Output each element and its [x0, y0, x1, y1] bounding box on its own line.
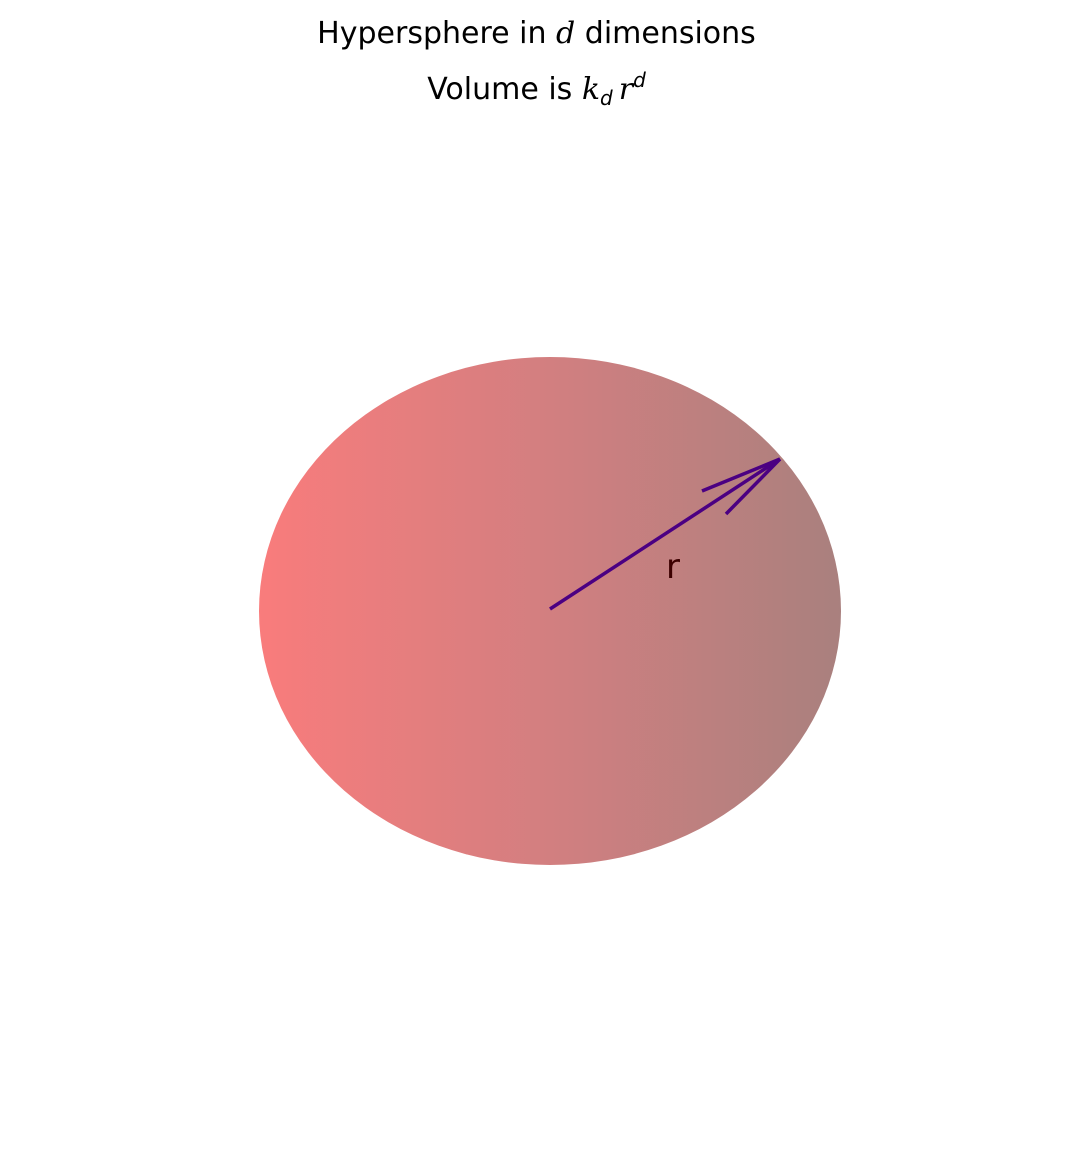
title-suffix: dimensions [575, 16, 756, 51]
radius-arrow-head-upper [701, 457, 781, 493]
title-line-1: Hypersphere in d dimensions [0, 16, 1073, 52]
volume-radius-exponent: d [633, 68, 646, 92]
volume-prefix: Volume is [427, 72, 582, 107]
radius-arrow [549, 457, 782, 611]
dimension-variable: d [556, 16, 576, 51]
radius-label: r [666, 547, 680, 587]
volume-radius: r [618, 72, 634, 107]
hypersphere [259, 357, 841, 865]
radius-arrow-shaft [549, 457, 781, 611]
title-line-2: Volume is kd rd [0, 62, 1073, 116]
volume-constant-subscript: d [600, 86, 613, 110]
volume-constant: k [581, 72, 601, 107]
title-prefix: Hypersphere in [317, 16, 557, 51]
radius-arrow-head-lower [724, 457, 782, 516]
